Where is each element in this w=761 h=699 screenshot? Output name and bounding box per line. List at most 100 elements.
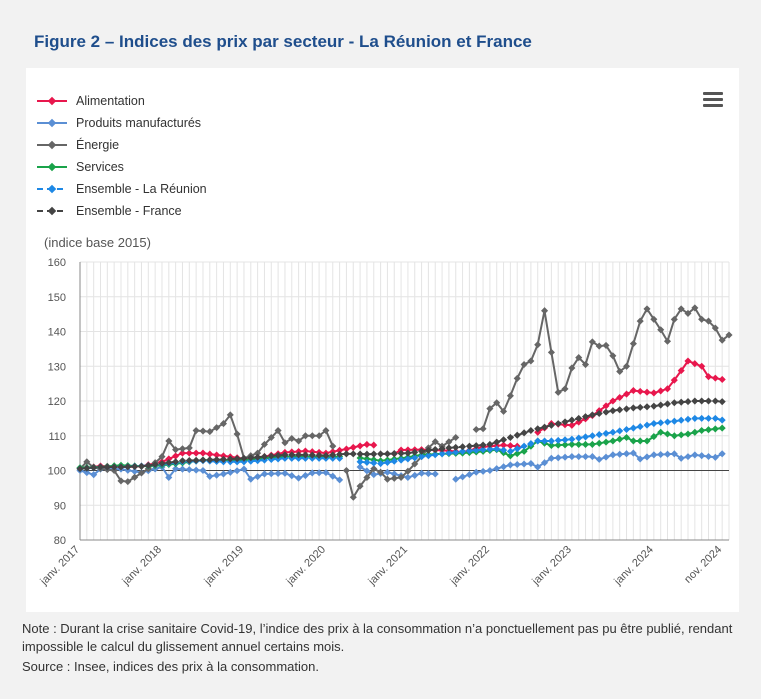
data-point — [595, 342, 603, 350]
data-point — [554, 388, 562, 396]
data-point — [192, 466, 200, 474]
data-point — [595, 455, 603, 463]
data-point — [172, 446, 180, 454]
data-point — [650, 451, 658, 459]
legend-swatch-icon — [37, 140, 67, 150]
data-point — [575, 434, 583, 442]
data-point — [226, 455, 234, 463]
data-point — [301, 432, 310, 440]
data-point — [684, 430, 692, 438]
data-point — [670, 450, 678, 458]
data-point — [295, 451, 303, 459]
data-point — [377, 450, 385, 458]
data-point — [206, 456, 214, 464]
data-point — [506, 452, 514, 460]
data-point — [158, 460, 166, 468]
data-point — [370, 465, 378, 473]
data-point — [554, 436, 562, 444]
data-point — [315, 451, 323, 459]
legend-item[interactable]: Alimentation — [36, 90, 207, 112]
data-point — [274, 469, 282, 478]
data-point — [581, 413, 590, 421]
data-point — [192, 456, 200, 464]
data-point — [192, 427, 200, 435]
data-point — [206, 472, 214, 480]
data-point — [609, 407, 617, 415]
data-point — [575, 453, 583, 461]
data-point — [438, 450, 446, 458]
data-point — [349, 493, 357, 501]
x-tick-label: janv. 2020 — [284, 544, 329, 589]
y-tick-label: 160 — [48, 257, 66, 269]
data-point — [657, 326, 665, 334]
data-point — [616, 435, 624, 443]
data-point — [158, 453, 166, 461]
series-line — [79, 412, 334, 483]
data-point — [206, 450, 214, 458]
data-point — [718, 375, 726, 383]
x-tick-label: janv. 2017 — [38, 544, 83, 589]
legend-item[interactable]: Produits manufacturés — [36, 112, 207, 134]
data-point — [506, 447, 514, 455]
data-point — [629, 437, 637, 445]
y-tick-label: 120 — [48, 396, 66, 408]
data-point — [322, 427, 330, 435]
data-point — [616, 427, 624, 435]
data-point — [267, 470, 275, 478]
data-point — [670, 399, 678, 407]
data-point — [636, 455, 644, 463]
data-point — [506, 461, 514, 469]
data-point — [663, 400, 672, 408]
legend-item[interactable]: Ensemble - La Réunion — [36, 178, 207, 200]
data-point — [609, 428, 617, 436]
data-point — [465, 471, 473, 479]
data-point — [629, 424, 637, 432]
data-point — [677, 416, 685, 424]
data-point — [424, 452, 432, 460]
legend-swatch-icon — [37, 206, 67, 216]
data-point — [670, 432, 678, 440]
data-point — [349, 443, 357, 451]
data-point — [493, 445, 501, 453]
data-point — [404, 473, 412, 481]
data-point — [650, 315, 658, 323]
data-point — [643, 421, 651, 429]
data-point — [684, 398, 692, 406]
data-point — [199, 427, 207, 435]
data-point — [513, 431, 521, 439]
legend-item[interactable]: Ensemble - France — [36, 200, 207, 222]
data-point — [226, 411, 234, 419]
data-point — [390, 470, 398, 478]
legend-item[interactable]: Énergie — [36, 134, 207, 156]
data-point — [704, 397, 713, 405]
data-point — [199, 466, 207, 475]
data-point — [397, 456, 405, 464]
data-point — [500, 463, 508, 471]
data-point — [185, 449, 193, 457]
data-point — [479, 446, 487, 454]
legend-item[interactable]: Services — [36, 156, 207, 178]
data-point — [336, 446, 344, 454]
data-point — [691, 397, 699, 405]
data-point — [541, 423, 549, 431]
data-point — [629, 387, 637, 395]
data-point — [636, 437, 644, 445]
data-point — [404, 449, 412, 457]
data-point — [486, 405, 494, 413]
data-point — [247, 475, 255, 483]
chart-menu-button[interactable] — [703, 92, 723, 108]
data-point — [527, 460, 535, 468]
data-point — [452, 475, 460, 483]
data-point — [124, 478, 132, 486]
data-point — [260, 470, 269, 478]
data-point — [288, 451, 296, 459]
data-point — [541, 307, 549, 315]
data-point — [622, 425, 631, 434]
data-point — [691, 451, 699, 459]
data-point — [472, 425, 480, 434]
data-point — [459, 447, 467, 455]
figure-title: Figure 2 – Indices des prix par secteur … — [34, 32, 532, 51]
data-point — [493, 399, 501, 407]
data-point — [178, 445, 187, 453]
data-point — [588, 432, 596, 440]
